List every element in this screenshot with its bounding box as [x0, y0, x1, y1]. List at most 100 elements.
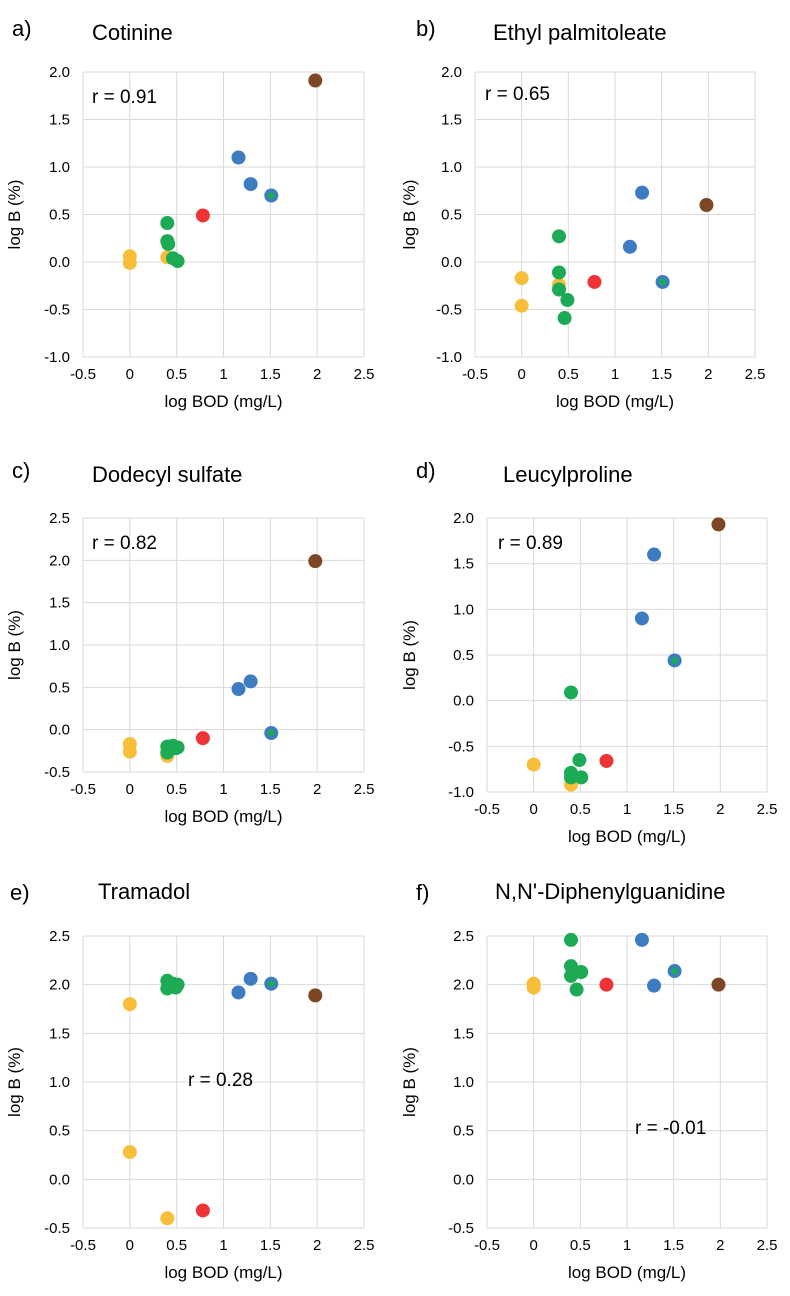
- data-point: [161, 236, 176, 251]
- panel-f: f) N,N'-Diphenylguanidine -0.5 0 0.5 1 1.5 2 2…: [395, 864, 790, 1296]
- data-point: [574, 770, 589, 785]
- y-tick-label: 0.5: [49, 679, 70, 696]
- chart-title: N,N'-Diphenylguanidine: [495, 879, 726, 904]
- x-tick-label: 0.5: [558, 366, 579, 383]
- y-tick-label: 1.5: [453, 556, 474, 573]
- data-point: [122, 1145, 137, 1160]
- scatter-chart: -0.5 0 0.5 1 1.5 2 2.5 2.5 2.0 1.5 1.0 0.5 0.0 -0.5 lo…: [5, 928, 375, 1282]
- data-point: [308, 988, 323, 1003]
- x-tick-label: 1.5: [260, 1237, 281, 1254]
- scatter-chart: -0.5 0 0.5 1 1.5 2 2.5 2.5 2.0 1.5 1.0 0.5 0.0 -0.5 lo…: [5, 510, 374, 826]
- data-point: [564, 932, 578, 947]
- panel-letter: e): [10, 880, 30, 905]
- chart-title: Cotinine: [92, 20, 173, 45]
- y-tick-label: -0.5: [448, 1220, 474, 1237]
- y-tick-label: 0.0: [49, 722, 70, 739]
- x-tick-label: 0: [126, 781, 134, 798]
- y-tick-label: -0.5: [44, 1220, 70, 1237]
- y-axis-label: log B (%): [400, 620, 419, 690]
- y-tick-label: 2.5: [49, 510, 70, 527]
- chart-title: Leucylproline: [503, 462, 633, 487]
- chart-title: Ethyl palmitoleate: [493, 20, 667, 45]
- y-tick-label: 2.0: [49, 977, 70, 994]
- scatter-chart: -0.5 0 0.5 1 1.5 2 2.52.01.51.00.50.0-0.5-1.0l…: [5, 64, 375, 411]
- y-tick-label: 1.0: [453, 1074, 474, 1091]
- y-tick-label: -0.5: [436, 302, 462, 319]
- y-tick-label: 2.0: [49, 64, 70, 81]
- x-tick-label: 2: [313, 366, 321, 383]
- x-tick-label: -0.5: [70, 366, 96, 383]
- correlation-annotation: r = -0.01: [635, 1118, 706, 1139]
- y-tick-label: 0.0: [453, 1171, 474, 1188]
- panel-letter: a): [12, 16, 32, 41]
- y-tick-label: 2.0: [49, 552, 70, 569]
- y-tick-label: -1.0: [44, 349, 70, 366]
- y-tick-label: 0.5: [453, 647, 474, 664]
- x-tick-label: 1.5: [663, 801, 684, 818]
- y-tick-label: 0.5: [453, 1123, 474, 1140]
- y-tick-label: 0.5: [49, 207, 70, 224]
- x-tick-label: 2: [716, 1237, 724, 1254]
- x-tick-label: 0: [529, 801, 537, 818]
- y-tick-label: -0.5: [44, 302, 70, 319]
- x-axis-label: log BOD (mg/L): [164, 392, 282, 411]
- chart-title: Tramadol: [98, 879, 191, 904]
- data-point: [569, 982, 584, 997]
- y-tick-label: 1.0: [49, 637, 70, 654]
- data-point: [170, 740, 185, 755]
- x-tick-label: 2: [716, 801, 724, 818]
- y-tick-label: 2.0: [441, 64, 462, 81]
- panel-letter: d): [416, 458, 436, 483]
- data-point: [564, 685, 578, 700]
- data-point: [195, 731, 210, 746]
- data-point: [122, 744, 137, 759]
- y-tick-label: -1.0: [436, 349, 462, 366]
- correlation-annotation: r = 0.91: [92, 87, 157, 108]
- x-tick-label: 1: [219, 366, 227, 383]
- x-tick-label: -0.5: [462, 366, 488, 383]
- x-axis-label: log BOD (mg/L): [164, 807, 282, 826]
- x-tick-label: 1.5: [260, 366, 281, 383]
- x-tick-label: 1.5: [663, 1237, 684, 1254]
- data-point: [243, 177, 258, 192]
- data-point: [267, 980, 275, 988]
- data-point: [647, 978, 662, 993]
- x-tick-label: 0.5: [570, 801, 591, 818]
- data-point: [231, 150, 246, 165]
- y-axis-label: log B (%): [5, 180, 24, 250]
- scatter-chart: -0.5 0 0.5 1 1.5 2 2.52.01.51.00.50.0-0.5-1.0l…: [400, 64, 765, 411]
- y-tick-label: 0.0: [441, 254, 462, 271]
- x-tick-label: 2.5: [354, 366, 375, 383]
- data-point: [195, 1203, 210, 1218]
- data-point: [160, 1211, 175, 1226]
- x-tick-label: 1.5: [260, 781, 281, 798]
- data-point: [231, 682, 246, 697]
- data-point: [267, 192, 275, 199]
- y-tick-label: 0.5: [49, 1123, 70, 1140]
- data-point: [160, 216, 175, 231]
- x-tick-label: -0.5: [70, 781, 96, 798]
- panel-letter: f): [416, 880, 430, 905]
- y-tick-label: 0.0: [453, 693, 474, 710]
- y-tick-label: 1.5: [49, 1025, 70, 1042]
- data-point: [122, 997, 137, 1012]
- x-tick-label: 0: [517, 366, 525, 383]
- y-tick-label: 1.0: [441, 159, 462, 176]
- y-axis-label: log B (%): [400, 1047, 419, 1117]
- data-point: [634, 611, 649, 626]
- y-tick-label: -0.5: [448, 738, 474, 755]
- data-point: [267, 729, 275, 737]
- x-tick-label: 0: [126, 1237, 134, 1254]
- y-tick-label: 2.0: [453, 510, 474, 527]
- correlation-annotation: r = 0.65: [485, 84, 550, 105]
- data-point: [711, 517, 726, 532]
- x-axis-label: log BOD (mg/L): [568, 1263, 686, 1282]
- x-tick-label: 1: [219, 781, 227, 798]
- y-tick-label: 2.5: [49, 928, 70, 945]
- y-tick-label: 1.5: [49, 112, 70, 129]
- x-tick-label: 1: [623, 801, 631, 818]
- x-tick-label: 2.5: [354, 1237, 375, 1254]
- data-point: [564, 770, 578, 785]
- x-tick-label: 2: [704, 366, 712, 383]
- x-tick-label: 0.5: [166, 366, 187, 383]
